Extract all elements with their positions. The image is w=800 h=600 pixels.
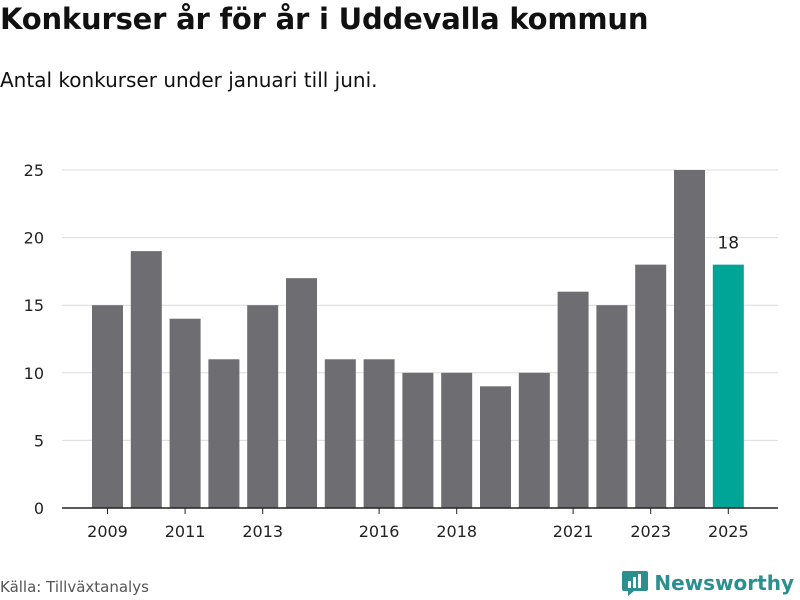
x-tick-label: 2013 (242, 522, 283, 541)
bar-2009 (92, 305, 123, 508)
y-axis-ticks: 0 5 10 15 20 25 (24, 161, 44, 518)
bar-2011 (169, 318, 201, 508)
x-tick-label: 2016 (359, 522, 400, 541)
x-tick-label: 2009 (87, 522, 128, 541)
y-tick-label: 15 (24, 296, 44, 315)
bar-2024 (674, 170, 705, 508)
y-tick-label: 5 (34, 431, 44, 450)
brand-logo: Newsworthy (622, 569, 794, 597)
bar-2025 (712, 264, 744, 508)
bar-2017 (402, 372, 434, 508)
source-note: Källa: Tillväxtanalys (0, 578, 149, 596)
bar-2018 (441, 372, 473, 508)
y-tick-label: 0 (34, 499, 44, 518)
bar-2012 (208, 359, 240, 508)
x-tick-label: 2025 (708, 522, 749, 541)
bar-2013 (247, 305, 279, 508)
y-tick-label: 10 (24, 364, 44, 383)
y-tick-label: 20 (24, 229, 44, 248)
data-labels: 18 (717, 234, 739, 254)
bar-2019 (480, 386, 511, 508)
chart-title: Konkurser år för år i Uddevalla kommun (0, 2, 649, 36)
y-tick-label: 25 (24, 161, 44, 180)
x-axis-ticks: 2009 2011 2013 2016 2018 2021 2023 2025 (87, 508, 749, 541)
bar-2023 (635, 264, 667, 508)
x-tick-label: 2023 (630, 522, 671, 541)
bar-2014 (286, 278, 317, 508)
chart-subtitle: Antal konkurser under januari till juni. (0, 68, 378, 92)
x-tick-label: 2011 (165, 522, 206, 541)
bars (92, 170, 744, 508)
brand-name: Newsworthy (654, 571, 794, 595)
data-label: 18 (717, 234, 739, 254)
bar-2022 (596, 305, 628, 508)
bar-2021 (557, 291, 589, 508)
bar-2010 (130, 251, 162, 508)
bar-2020 (518, 372, 550, 508)
newsworthy-logo-icon (622, 571, 649, 596)
bar-2016 (363, 359, 395, 508)
x-tick-label: 2018 (436, 522, 477, 541)
x-tick-label: 2021 (553, 522, 594, 541)
bar-2015 (324, 359, 356, 508)
